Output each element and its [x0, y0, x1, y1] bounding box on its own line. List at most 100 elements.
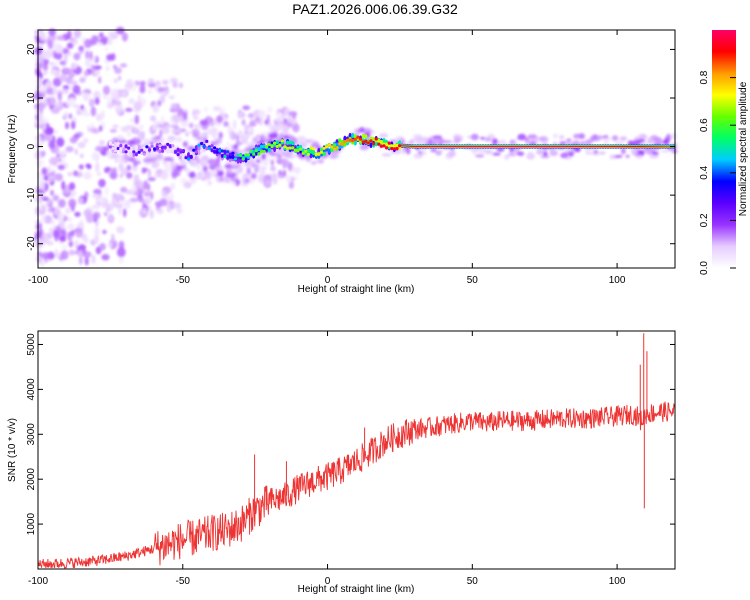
spectrogram-noise-cell: [66, 223, 76, 230]
spectrogram-noise-cell: [255, 140, 265, 145]
spectrogram-noise-cell: [241, 119, 246, 126]
spectrogram-noise-cell: [96, 171, 102, 177]
spectrogram-noise-cell: [138, 197, 145, 203]
spectrogram-noise-cell: [491, 138, 498, 145]
spectrogram-noise-cell: [310, 161, 317, 165]
spectrogram-ridge-cell: [632, 145, 636, 148]
spectrogram-ridge-cell: [119, 143, 123, 149]
spectrogram-noise-cell: [192, 109, 196, 117]
spectrogram-ridge-cell: [530, 145, 535, 148]
spectrogram-noise-cell: [182, 111, 188, 120]
spectrogram-noise-cell: [245, 163, 254, 168]
spectrogram-noise-cell: [83, 171, 92, 180]
spectrogram-ridge-cell: [444, 145, 449, 148]
spectrogram-noise-cell: [119, 63, 128, 68]
spectrogram-ridge-cell: [460, 145, 464, 148]
spectrogram-ridge-cell: [614, 145, 618, 148]
spectrogram-noise-cell: [86, 164, 92, 170]
spectrogram-noise-cell: [115, 135, 125, 142]
spectrogram-noise-cell: [80, 104, 84, 110]
spectrogram-noise-cell: [216, 115, 223, 123]
spectrogram-ridge-cell: [366, 141, 370, 145]
spectrogram-noise-cell: [67, 171, 73, 177]
spectrogram-noise-cell: [177, 107, 184, 118]
spectrogram-ridge-cell: [570, 145, 574, 148]
spectrogram-noise-cell: [78, 50, 84, 55]
spectrogram-noise-cell: [480, 136, 486, 140]
spectrogram-noise-cell: [61, 180, 66, 191]
spectrogram-ridge-cell: [403, 145, 407, 147]
spectrogram-noise-cell: [250, 173, 257, 179]
spectrogram-ridge-cell: [627, 145, 631, 148]
spectrogram-noise-cell: [37, 173, 45, 183]
spectrogram-noise-cell: [106, 54, 114, 62]
spectrogram-ridge-cell: [288, 140, 292, 145]
spectrogram-noise-cell: [172, 114, 179, 122]
spectrogram-noise-cell: [242, 105, 251, 111]
spectrogram-noise-cell: [101, 254, 110, 261]
spectrogram-noise-cell: [164, 164, 172, 173]
spectrogram-noise-cell: [593, 149, 598, 154]
spectrogram-noise-cell: [180, 128, 187, 133]
snr-frame: [37, 330, 676, 570]
spectrogram-ridge-cell: [181, 149, 185, 153]
spectrogram-ridge-cell: [398, 144, 402, 148]
spectrogram-noise-cell: [74, 148, 79, 155]
spectrogram-noise-cell: [409, 139, 415, 145]
spectrogram-ridge-cell: [343, 142, 347, 147]
spectrogram-ridge-cell: [236, 156, 240, 161]
spectrogram-noise-cell: [208, 122, 215, 127]
spectrogram-ridge-cell: [134, 146, 138, 150]
spectrogram-noise-cell: [294, 167, 300, 175]
spectrogram-ridge-cell: [246, 153, 251, 157]
spectrogram-ridge-cell: [306, 148, 310, 153]
spectrogram-ridge-cell: [244, 157, 248, 163]
spectrogram-noise-cell: [105, 65, 110, 72]
spectrogram-ridge-cell: [413, 145, 417, 148]
spectrogram-ridge-cell: [215, 150, 219, 154]
spectrogram-ridge-cell: [205, 139, 209, 143]
spectrogram-noise-cell: [139, 84, 146, 94]
spectrogram-ridge-cell: [424, 145, 428, 148]
spectrogram-noise-cell: [74, 211, 81, 217]
spectrogram-noise-cell: [83, 38, 92, 49]
spectrogram-noise-cell: [159, 129, 163, 138]
spectrogram-noise-cell: [93, 65, 102, 70]
spectrogram-noise-cell: [191, 128, 200, 136]
colorbar-label: Normalized spectral amplitude: [738, 81, 749, 216]
spectrogram-ridge-cell: [259, 150, 264, 154]
spectrogram-noise-cell: [125, 189, 134, 195]
spectrogram-noise-cell: [58, 157, 62, 163]
spectrogram-ridge-cell: [645, 145, 649, 148]
spectrogram-ridge-cell: [353, 140, 357, 146]
spectrogram-noise-cell: [85, 50, 90, 60]
spectrogram-noise-cell: [202, 165, 208, 172]
spectrogram-noise-cell: [281, 129, 289, 137]
spectrogram-noise-cell: [107, 102, 114, 109]
spectrogram-noise-cell: [559, 141, 567, 145]
spectrogram-noise-cell: [39, 258, 45, 267]
spectrogram-noise-cell: [272, 123, 282, 133]
spectrogram-ridge-cell: [259, 144, 264, 149]
spectrogram-noise-cell: [73, 104, 80, 109]
spectrogram-ridge-cell: [590, 145, 595, 148]
x-tick-label: -50: [176, 275, 191, 286]
spectrogram-ridge-cell: [379, 139, 383, 145]
spectrogram-noise-cell: [61, 244, 68, 251]
spectrogram-ridge-cell: [538, 145, 543, 148]
spectrogram-ridge-cell: [223, 155, 227, 159]
spectrogram-ridge-cell: [374, 137, 378, 141]
spectrogram-noise-cell: [176, 165, 185, 169]
spectrogram-noise-cell: [670, 133, 677, 140]
spectrogram-noise-cell: [118, 256, 124, 264]
spectrogram-noise-cell: [68, 241, 74, 248]
spectrogram-noise-cell: [77, 197, 84, 205]
spectrogram-noise-cell: [430, 148, 438, 153]
spectrogram-noise-cell: [599, 151, 606, 155]
spectrogram-noise-cell: [627, 140, 634, 146]
spectrogram-noise-cell: [504, 154, 510, 160]
spectrogram-ridge-cell: [372, 142, 376, 146]
spectrogram-ridge-cell: [142, 146, 146, 153]
spectrogram-ridge-cell: [434, 145, 438, 148]
spectrogram-noise-cell: [104, 212, 108, 217]
